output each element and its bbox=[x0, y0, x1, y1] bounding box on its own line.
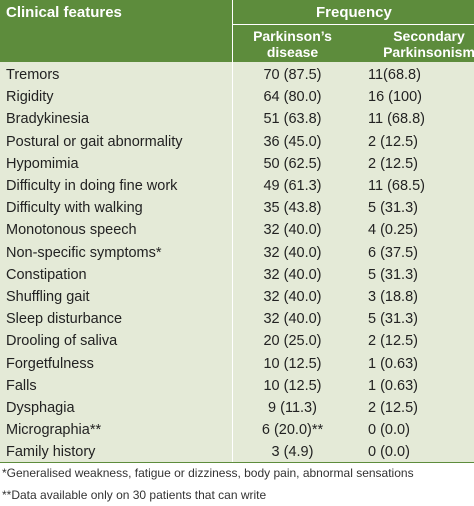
sp-cell: 11 (68.8) bbox=[368, 111, 425, 128]
sp-cell: 5 (31.3) bbox=[368, 266, 418, 283]
footnote-micrographia: **Data available only on 30 patients tha… bbox=[2, 488, 267, 502]
table-header: Clinical features Frequency Parkinson’s … bbox=[0, 0, 474, 62]
table-row: Non-specific symptoms* 32 (40.0) 6 (37.5) bbox=[0, 242, 474, 264]
sp-cell: 3 (18.8) bbox=[368, 289, 418, 305]
table-row: Constipation 32 (40.0) 5 (31.3) bbox=[0, 264, 474, 286]
feature-cell: Tremors bbox=[6, 67, 60, 83]
sp-cell: 16 (100) bbox=[368, 89, 423, 106]
sp-cell: 5 (31.3) bbox=[368, 200, 418, 217]
sp-cell: 2 (12.5) bbox=[368, 333, 418, 350]
sp-cell: 1 (0.63) bbox=[368, 355, 418, 372]
feature-cell: Micrographia** bbox=[6, 422, 102, 439]
table-row: Difficulty with walking 35 (43.8) 5 (31.3) bbox=[0, 197, 474, 219]
table-row: Drooling of saliva 20 (25.0) 2 (12.5) bbox=[0, 330, 474, 352]
feature-cell: Forgetfulness bbox=[6, 355, 94, 372]
sp-cell: 0 (0.0) bbox=[368, 422, 410, 439]
pd-cell: 49 (61.3) bbox=[263, 178, 322, 194]
feature-cell: Hypomimia bbox=[6, 155, 79, 172]
feature-cell: Sleep disturbance bbox=[6, 311, 123, 328]
sp-cell: 2 (12.5) bbox=[368, 155, 418, 172]
column-divider bbox=[232, 0, 233, 462]
table-row: Monotonous speech 32 (40.0) 4 (0.25) bbox=[0, 219, 474, 241]
sp-cell: 1 (0.63) bbox=[368, 377, 418, 394]
pd-cell: 36 (45.0) bbox=[263, 133, 322, 150]
sp-cell: 11 (68.5) bbox=[368, 178, 425, 194]
feature-cell: Dysphagia bbox=[6, 400, 75, 416]
table-row: Shuffling gait 32 (40.0) 3 (18.8) bbox=[0, 286, 474, 308]
feature-cell: Drooling of saliva bbox=[6, 333, 118, 350]
feature-cell: Rigidity bbox=[6, 89, 54, 106]
feature-cell: Bradykinesia bbox=[6, 111, 90, 128]
pd-cell: 10 (12.5) bbox=[263, 355, 322, 372]
sp-cell: 5 (31.3) bbox=[368, 311, 418, 328]
pd-cell: 32 (40.0) bbox=[263, 222, 322, 239]
sp-cell: 2 (12.5) bbox=[368, 400, 418, 416]
frequency-divider bbox=[232, 24, 474, 25]
header-frequency: Frequency bbox=[316, 4, 392, 21]
table-row: Bradykinesia 51 (63.8) 11 (68.8) bbox=[0, 108, 474, 130]
sp-cell: 6 (37.5) bbox=[368, 244, 418, 261]
pd-cell: 20 (25.0) bbox=[263, 333, 322, 350]
feature-cell: Non-specific symptoms* bbox=[6, 244, 162, 261]
sp-cell: 2 (12.5) bbox=[368, 133, 418, 150]
feature-cell: Postural or gait abnormality bbox=[6, 133, 183, 150]
pd-cell: 64 (80.0) bbox=[263, 89, 322, 106]
pd-cell: 6 (20.0)** bbox=[261, 422, 324, 439]
table-row: Family history 3 (4.9) 0 (0.0) bbox=[0, 441, 474, 463]
pd-cell: 9 (11.3) bbox=[268, 400, 317, 416]
table-row: Tremors 70 (87.5) 11(68.8) bbox=[0, 64, 474, 86]
pd-cell: 32 (40.0) bbox=[263, 311, 322, 328]
table-body: Tremors 70 (87.5) 11(68.8) Rigidity 64 (80.… bbox=[0, 62, 474, 462]
feature-cell: Family history bbox=[6, 444, 96, 461]
sp-cell: 11(68.8) bbox=[368, 67, 421, 83]
feature-cell: Difficulty in doing fine work bbox=[6, 178, 178, 194]
feature-cell: Shuffling gait bbox=[6, 289, 90, 305]
sp-cell: 0 (0.0) bbox=[368, 444, 410, 461]
table-row: Sleep disturbance 32 (40.0) 5 (31.3) bbox=[0, 308, 474, 330]
feature-cell: Monotonous speech bbox=[6, 222, 137, 239]
feature-cell: Falls bbox=[6, 377, 37, 394]
table-bottom-rule bbox=[0, 462, 474, 463]
pd-cell: 35 (43.8) bbox=[263, 200, 322, 217]
header-clinical-features: Clinical features bbox=[6, 4, 122, 21]
table-row: Hypomimia 50 (62.5) 2 (12.5) bbox=[0, 153, 474, 175]
table-row: Dysphagia 9 (11.3) 2 (12.5) bbox=[0, 397, 474, 419]
table-row: Difficulty in doing fine work 49 (61.3) 11… bbox=[0, 175, 474, 197]
pd-cell: 32 (40.0) bbox=[263, 289, 322, 305]
table-row: Rigidity 64 (80.0) 16 (100) bbox=[0, 86, 474, 108]
sp-cell: 4 (0.25) bbox=[368, 222, 418, 239]
pd-cell: 32 (40.0) bbox=[263, 266, 322, 283]
table-row: Forgetfulness 10 (12.5) 1 (0.63) bbox=[0, 353, 474, 375]
table-row: Falls 10 (12.5) 1 (0.63) bbox=[0, 375, 474, 397]
pd-cell: 51 (63.8) bbox=[263, 111, 322, 128]
feature-cell: Difficulty with walking bbox=[6, 200, 143, 217]
pd-cell: 3 (4.9) bbox=[271, 444, 314, 461]
header-secondary-parkinsonism: Secondary Parkinsonism bbox=[383, 28, 474, 60]
pd-cell: 32 (40.0) bbox=[263, 244, 322, 261]
header-parkinsons-disease: Parkinson’s disease bbox=[253, 28, 332, 60]
table-row: Micrographia** 6 (20.0)** 0 (0.0) bbox=[0, 419, 474, 441]
feature-cell: Constipation bbox=[6, 266, 87, 283]
pd-cell: 70 (87.5) bbox=[263, 67, 322, 83]
pd-cell: 10 (12.5) bbox=[263, 377, 322, 394]
pd-cell: 50 (62.5) bbox=[263, 155, 322, 172]
footnote-nonspecific: *Generalised weakness, fatigue or dizzin… bbox=[2, 466, 414, 480]
table-row: Postural or gait abnormality 36 (45.0) 2 (… bbox=[0, 131, 474, 153]
